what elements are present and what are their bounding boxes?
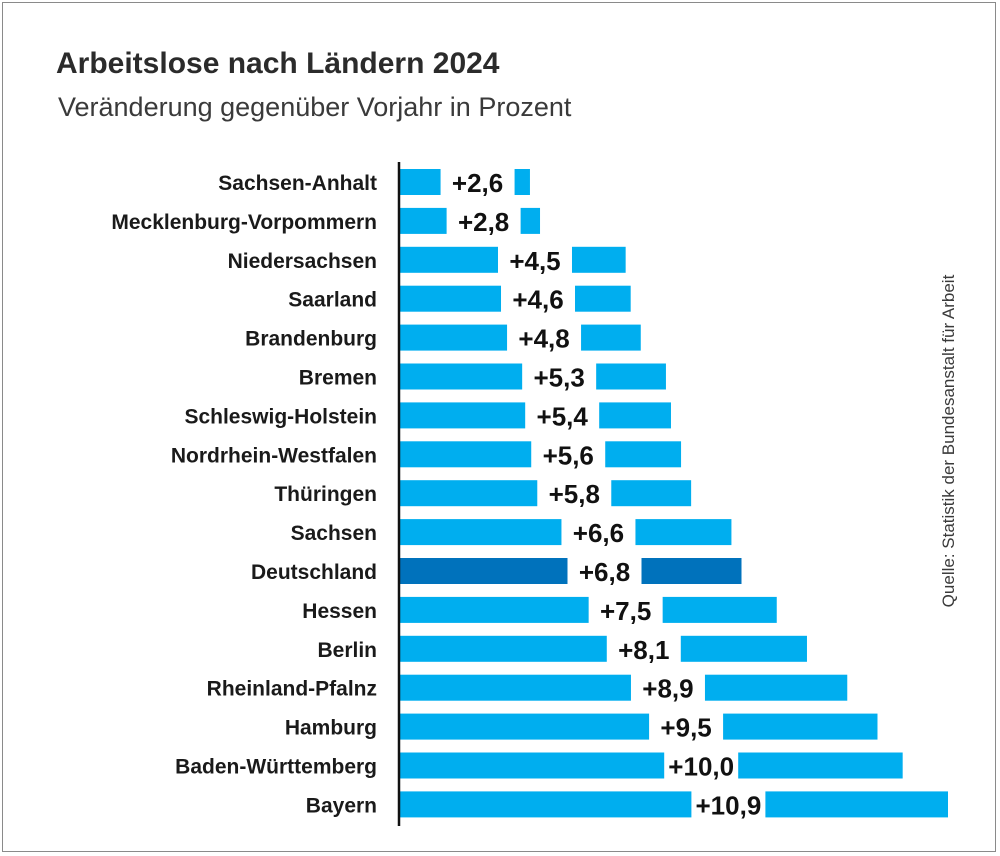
value-label-9: +6,6 (573, 518, 624, 548)
category-label-5: Bremen (299, 367, 377, 390)
category-label-10: Deutschland (251, 561, 377, 584)
bar-16-left (399, 791, 692, 818)
bar-13-left (399, 674, 631, 701)
chart-title: Arbeitslose nach Ländern 2024 (56, 47, 500, 80)
value-label-4: +4,8 (518, 324, 569, 354)
bar-2-left (399, 246, 498, 273)
bar-15-left (399, 752, 665, 779)
category-label-11: Hessen (302, 600, 377, 623)
bar-12-right (680, 635, 807, 662)
value-label-12: +8,1 (618, 635, 669, 665)
bar-6-left (399, 402, 526, 429)
bar-10-right (641, 558, 742, 584)
bar-14-right (723, 713, 878, 740)
bar-7-right (605, 441, 682, 468)
value-label-10: +6,8 (579, 557, 630, 587)
bar-9-right (635, 519, 732, 546)
value-label-15: +10,0 (668, 752, 734, 782)
bar-12-left (399, 635, 607, 662)
bar-4-right (581, 324, 641, 351)
chart-subtitle: Veränderung gegenüber Vorjahr in Prozent (58, 92, 572, 122)
category-label-12: Berlin (317, 639, 377, 662)
bar-9-left (399, 519, 562, 546)
category-label-13: Rheinland-Pfalnz (207, 678, 377, 701)
bar-4-left (399, 324, 508, 351)
category-label-6: Schleswig-Holstein (184, 405, 377, 428)
value-label-8: +5,8 (549, 479, 600, 509)
bar-10-left (399, 558, 568, 584)
value-label-0: +2,6 (452, 168, 503, 198)
value-label-3: +4,6 (512, 285, 563, 315)
category-label-8: Thüringen (274, 483, 377, 506)
category-label-3: Saarland (288, 289, 377, 312)
category-label-4: Brandenburg (245, 328, 377, 351)
category-label-7: Nordrhein-Westfalen (171, 444, 377, 467)
value-label-16: +10,9 (696, 790, 762, 820)
bar-8-left (399, 480, 538, 507)
bar-11-right (662, 596, 777, 623)
bar-6-right (599, 402, 671, 429)
bar-0-left (399, 169, 441, 195)
value-label-13: +8,9 (642, 674, 693, 704)
bar-2-right (571, 246, 626, 273)
value-label-11: +7,5 (600, 596, 651, 626)
category-label-14: Hamburg (285, 717, 377, 740)
category-label-9: Sachsen (291, 522, 377, 545)
bars-layer: +2,6 Sachsen-Anhalt +2,8 Mecklenburg-Vorpom… (111, 168, 948, 820)
category-label-0: Sachsen-Anhalt (218, 172, 377, 195)
bar-14-left (399, 713, 650, 740)
bar-16-right (765, 791, 948, 818)
value-label-7: +5,6 (543, 440, 594, 470)
bar-15-right (738, 752, 903, 779)
bar-3-right (575, 285, 631, 312)
bar-7-left (399, 441, 532, 468)
bar-5-left (399, 363, 523, 390)
bar-3-left (399, 285, 502, 312)
bar-5-right (596, 363, 666, 390)
value-label-14: +9,5 (660, 713, 711, 743)
bar-13-right (704, 674, 848, 701)
bar-1-left (399, 207, 447, 234)
category-label-2: Niedersachsen (228, 250, 377, 273)
value-label-2: +4,5 (509, 246, 560, 276)
value-label-5: +5,3 (534, 363, 585, 393)
category-label-16: Bayern (306, 794, 377, 817)
value-label-6: +5,4 (537, 401, 589, 431)
bar-1-right (520, 207, 541, 234)
category-label-1: Mecklenburg-Vorpommern (111, 211, 377, 234)
bar-8-right (611, 480, 692, 507)
bar-0-right (514, 169, 530, 195)
value-label-1: +2,8 (458, 207, 509, 237)
category-label-15: Baden-Württemberg (175, 756, 377, 779)
bar-11-left (399, 596, 589, 623)
